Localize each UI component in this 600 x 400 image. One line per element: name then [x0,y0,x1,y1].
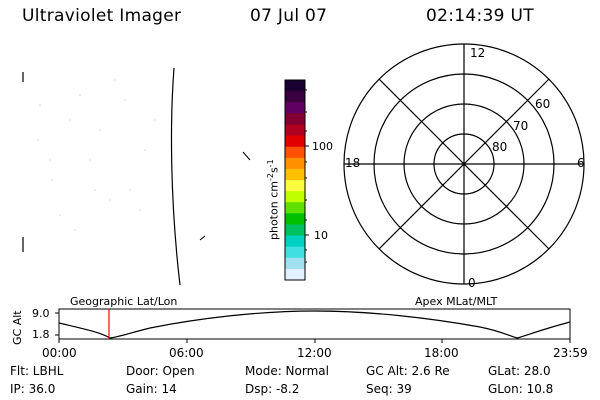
limb-curve [170,67,181,286]
colorbar-gradient [285,80,305,281]
status-dsp: Dsp: -8.2 [245,382,300,396]
colorbar-segment [285,257,305,270]
status-glat: GLat: 28.0 [488,364,551,378]
colorbar-segment [285,268,305,281]
status-filter: Flt: LBHL [10,364,64,378]
timeline-x-ticks [58,339,571,343]
colorbar-segment [285,102,305,114]
polar-hour-0: 0 [468,276,476,290]
timeline-ylabel: GC Alt [11,310,24,345]
altitude-curve [58,310,571,339]
timeline-xtick-2359: 23:59 [553,346,588,360]
timeline-xtick-1800: 18:00 [424,346,459,360]
colorbar-segment [285,80,305,92]
timeline-left-title: Geographic Lat/Lon [70,295,178,308]
polar-lat-60: 60 [535,97,551,111]
colorbar-segment [285,124,305,137]
coast-segment [242,151,251,161]
colorbar-segment [285,202,305,214]
timeline-xtick-1200: 12:00 [297,346,332,360]
colorbar-segment [285,168,305,181]
colorbar-tick-10: 10 [314,229,328,242]
status-glon: GLon: 10.8 [488,382,554,396]
colorbar-tick-100: 100 [312,140,333,153]
status-door: Door: Open [126,364,195,378]
date-label: 07 Jul 07 [250,6,328,26]
colorbar-segment [285,180,305,192]
polar-hour-12: 12 [470,46,486,60]
colorbar-segment [285,224,305,237]
colorbar-frame [284,79,306,281]
polar-lat-80: 80 [492,140,508,154]
coast-segment [199,235,206,241]
status-seq: Seq: 39 [366,382,412,396]
colorbar-ticks [305,89,309,263]
colorbar-segment [285,113,305,125]
polar-hour-6: 6 [577,156,585,170]
timeline-xtick-0600: 06:00 [169,346,204,360]
timeline-y-ticks [55,312,59,336]
colorbar-segment [285,146,305,159]
timeline-frame [58,308,571,340]
polar-hour-18: 18 [345,156,361,170]
polar-diagonal [378,78,550,250]
status-ip: IP: 36.0 [10,382,56,396]
colorbar-segment [285,235,305,248]
timeline-ytick-9: 9.0 [32,307,50,320]
colorbar-segment [285,135,305,148]
colorbar-segment [285,157,305,170]
faint-emission-dots [37,79,156,231]
colorbar-segment [285,91,305,103]
polar-lat-70: 70 [513,119,529,133]
timeline-ytick-1-8: 1.8 [32,328,50,341]
status-gc-alt: GC Alt: 2.6 Re [366,364,450,378]
status-gain: Gain: 14 [126,382,177,396]
colorbar-segment [285,191,305,203]
timeline-xtick-0000: 00:00 [42,346,77,360]
colorbar-segment [285,246,305,259]
time-label: 02:14:39 UT [426,6,534,26]
colorbar-segment [285,213,305,225]
timeline-right-title: Apex MLat/MLT [415,295,498,308]
app-title: Ultraviolet Imager [22,6,182,26]
status-mode: Mode: Normal [245,364,329,378]
